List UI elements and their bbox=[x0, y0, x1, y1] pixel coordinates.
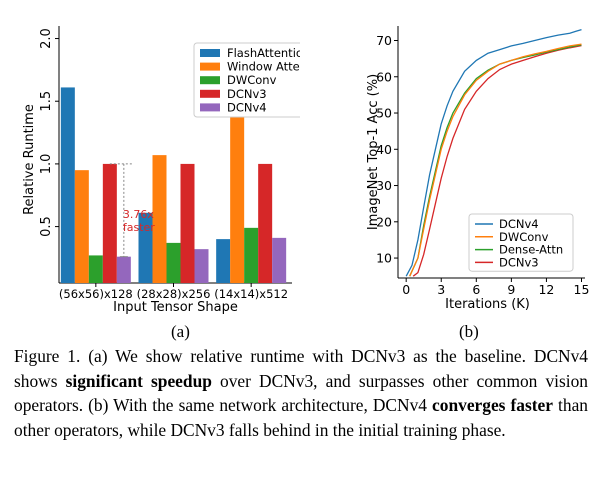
bar bbox=[74, 170, 89, 283]
caption-bold-converges: converges faster bbox=[432, 395, 553, 416]
x-axis-label: Input Tensor Shape bbox=[113, 300, 238, 315]
y-axis-label: Relative Runtime bbox=[22, 104, 37, 215]
bar bbox=[116, 256, 131, 283]
bar bbox=[180, 163, 195, 283]
x-tick-label: 12 bbox=[538, 282, 554, 297]
bar bbox=[216, 239, 231, 283]
legend-swatch bbox=[200, 76, 220, 85]
chart-b-accuracy: 10 20 30 40 50 60 70 0 3 6 9 12 15 Iterations (K) Imag… bbox=[366, 26, 590, 312]
y-tick-label: 0.5 bbox=[39, 216, 54, 237]
legend-label: DCNv4 bbox=[227, 100, 267, 114]
legend-label: Window Attention bbox=[227, 60, 300, 74]
legend-label: DCNv3 bbox=[499, 255, 539, 269]
x-tick-label: 15 bbox=[574, 282, 590, 297]
legend-swatch bbox=[200, 103, 220, 112]
bar bbox=[166, 242, 181, 283]
legend-label: DWConv bbox=[499, 230, 549, 244]
subcaption-a: (a) bbox=[171, 322, 190, 341]
x-axis-label: Iterations (K) bbox=[445, 297, 530, 312]
y-tick-label: 1.0 bbox=[39, 154, 54, 175]
chart-a-runtime: 0.5 1.0 1.5 2.0 (56x56)x128 (28x28)x256 (14x14… bbox=[22, 26, 300, 315]
y-tick-label: 40 bbox=[376, 142, 392, 157]
legend-box bbox=[193, 42, 300, 118]
legend-box bbox=[468, 213, 574, 272]
y-tick-label: 30 bbox=[376, 178, 392, 193]
caption-label: Figure 1. bbox=[14, 346, 81, 366]
legend-swatch bbox=[200, 62, 220, 71]
bar bbox=[244, 227, 259, 283]
subcaption-b: (b) bbox=[459, 322, 479, 341]
legend-swatch bbox=[200, 89, 220, 98]
speedup-annotation: 3.76x bbox=[123, 208, 154, 221]
figure-caption: Figure 1. (a) We show relative runtime w… bbox=[14, 344, 588, 442]
bar bbox=[60, 87, 75, 284]
x-tick-label: 3 bbox=[437, 282, 445, 297]
y-axis-label: ImageNet Top-1 Acc (%) bbox=[366, 74, 381, 230]
bar bbox=[272, 237, 287, 283]
caption-part-c: than other operators, while DCNv3 falls … bbox=[14, 395, 588, 440]
x-tick-label: (14x14)x512 bbox=[214, 287, 288, 301]
bar bbox=[152, 155, 167, 283]
bar bbox=[88, 255, 103, 283]
x-tick-label: 0 bbox=[402, 282, 410, 297]
bar bbox=[138, 212, 153, 283]
legend-label: DCNv4 bbox=[499, 217, 539, 231]
series-line bbox=[409, 44, 582, 277]
x-tick-label: 6 bbox=[472, 282, 480, 297]
x-tick-label: (56x56)x128 bbox=[59, 287, 133, 301]
x-tick-label: (28x28)x256 bbox=[137, 287, 211, 301]
y-tick-label: 60 bbox=[376, 69, 392, 84]
series-line bbox=[409, 43, 582, 277]
bar bbox=[258, 163, 273, 283]
series-line bbox=[405, 28, 582, 277]
legend-swatch bbox=[200, 49, 220, 57]
series-line bbox=[412, 44, 582, 277]
bar bbox=[102, 163, 117, 283]
y-tick-label: 1.5 bbox=[39, 91, 54, 112]
y-tick-label: 20 bbox=[376, 214, 392, 229]
bar bbox=[230, 112, 245, 283]
y-tick-label: 50 bbox=[376, 106, 392, 121]
x-tick-label: 9 bbox=[507, 282, 515, 297]
caption-bold-speedup: significant speedup bbox=[65, 370, 212, 391]
legend-label: Dense-Attn bbox=[499, 243, 563, 257]
y-tick-label: 10 bbox=[376, 251, 392, 266]
y-tick-label: 2.0 bbox=[39, 28, 54, 49]
bar bbox=[194, 249, 209, 283]
speedup-annotation: faster bbox=[123, 221, 155, 234]
caption-part-a: (a) We show relative runtime with DCNv3 … bbox=[14, 346, 588, 391]
legend-label: DCNv3 bbox=[227, 87, 267, 101]
y-tick-label: 70 bbox=[376, 33, 392, 48]
caption-part-b: over DCNv3, and surpasses other common v… bbox=[14, 370, 588, 416]
legend-label: FlashAttention bbox=[227, 46, 300, 60]
legend-label: DWConv bbox=[227, 73, 277, 87]
